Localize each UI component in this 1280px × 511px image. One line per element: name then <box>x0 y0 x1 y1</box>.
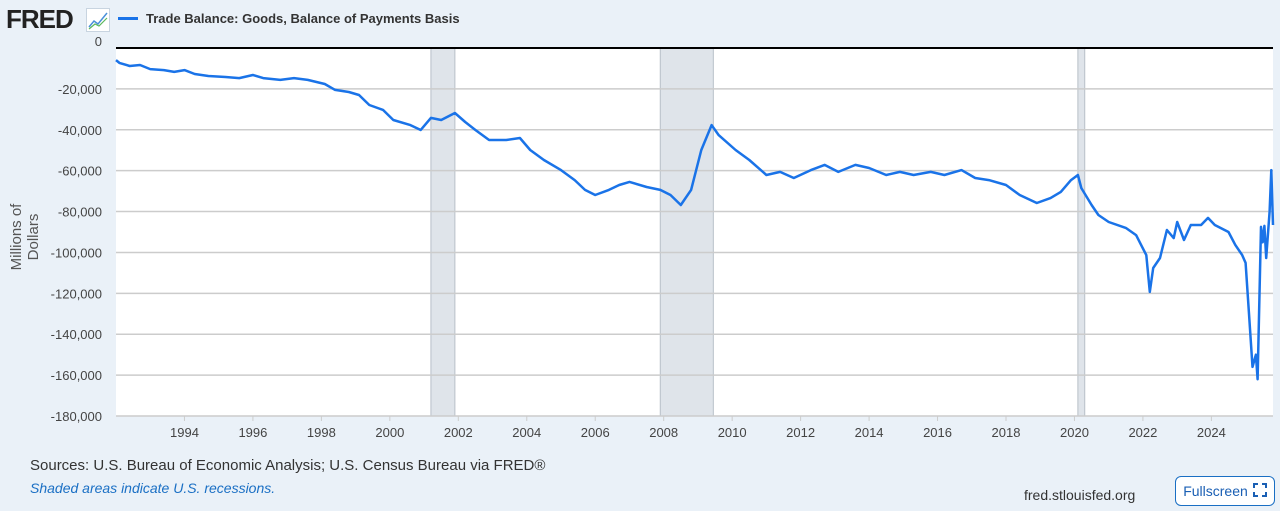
y-axis-title: Millions of Dollars <box>8 203 42 271</box>
x-tick-label: 2014 <box>855 425 884 440</box>
y-tick-label: -40,000 <box>58 123 102 138</box>
chart-icon <box>86 8 110 32</box>
x-tick-label: 2012 <box>786 425 815 440</box>
y-tick-label: -160,000 <box>51 368 102 383</box>
recession-band <box>430 47 456 417</box>
legend-swatch <box>118 17 138 20</box>
sources-text: Sources: U.S. Bureau of Economic Analysi… <box>30 457 546 474</box>
x-tick-label: 2024 <box>1197 425 1226 440</box>
x-tick-label: 2000 <box>375 425 404 440</box>
fullscreen-label: Fullscreen <box>1183 483 1248 499</box>
recession-band <box>1077 47 1086 417</box>
x-tick-label: 2008 <box>649 425 678 440</box>
legend-label: Trade Balance: Goods, Balance of Payment… <box>146 11 460 26</box>
recession-band <box>659 47 714 417</box>
fullscreen-button[interactable]: Fullscreen <box>1175 476 1275 506</box>
x-tick-label: 2002 <box>444 425 473 440</box>
x-tick-label: 1996 <box>238 425 267 440</box>
x-tick-label: 1994 <box>170 425 199 440</box>
y-tick-label: -100,000 <box>51 245 102 260</box>
x-tick-label: 2018 <box>992 425 1021 440</box>
fred-logo[interactable]: FRED <box>6 4 74 34</box>
site-link[interactable]: fred.stlouisfed.org <box>1024 487 1136 503</box>
y-tick-label: -180,000 <box>51 409 102 424</box>
x-tick-label: 2016 <box>923 425 952 440</box>
legend: Trade Balance: Goods, Balance of Payment… <box>118 11 460 26</box>
x-tick-label: 2004 <box>512 425 541 440</box>
y-tick-label: -120,000 <box>51 286 102 301</box>
fullscreen-icon <box>1252 482 1267 500</box>
y-tick-label: -80,000 <box>58 205 102 220</box>
chart: 0 -20,000 -40,000 -60,000 -80,000 -100,000 -12… <box>51 34 1275 440</box>
y-tick-label: 0 <box>95 34 102 49</box>
y-tick-label: -20,000 <box>58 82 102 97</box>
x-tick-label: 2022 <box>1128 425 1157 440</box>
y-tick-label: -140,000 <box>51 327 102 342</box>
y-tick-label: -60,000 <box>58 164 102 179</box>
x-tick-label: 2010 <box>718 425 747 440</box>
x-tick-label: 2006 <box>581 425 610 440</box>
recession-note: Shaded areas indicate U.S. recessions. <box>30 480 276 496</box>
x-tick-label: 1998 <box>307 425 336 440</box>
x-tick-label: 2020 <box>1060 425 1089 440</box>
